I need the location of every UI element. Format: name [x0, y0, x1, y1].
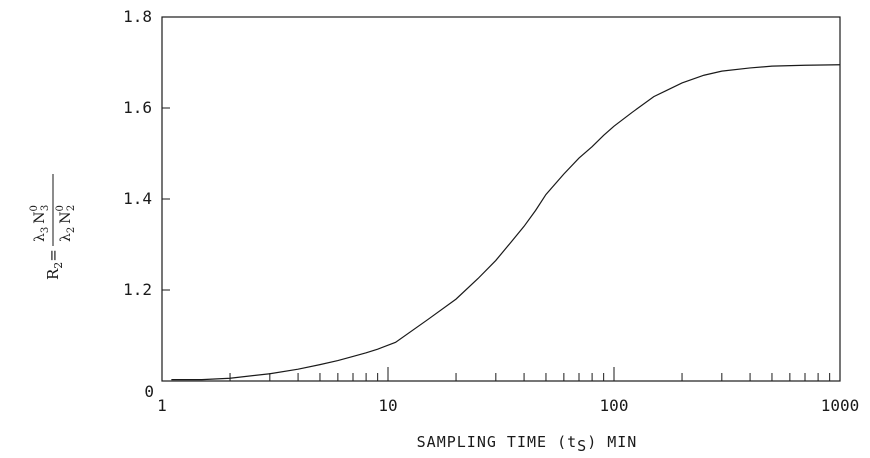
x-axis-label-main: SAMPLING TIME (t	[417, 433, 578, 451]
y-tick-label: 1.2	[123, 280, 152, 299]
ratio-curve	[171, 64, 841, 381]
y-tick-label: 1.8	[123, 7, 152, 26]
x-tick-label: 1	[157, 396, 167, 415]
x-axis-label: SAMPLING TIME (tS) MIN	[417, 433, 638, 455]
y-tick-label: 0	[144, 382, 154, 401]
y-tick-label: 1.4	[123, 189, 152, 208]
y-label-num-n: N	[32, 212, 48, 224]
svg-text:λ2N02: λ2N02	[55, 205, 77, 242]
y-label-num-lambda: λ	[32, 233, 48, 242]
y-label-den-n-sub: 2	[66, 205, 77, 211]
y-label-num-n-sub: 3	[40, 205, 51, 211]
y-label-lhs: R	[44, 268, 62, 280]
tick-labels: 1 10 100 1000 0 1.2 1.4 1.6 1.8	[123, 7, 859, 415]
y-label-den-n: N	[58, 212, 74, 224]
y-label-den-lambda: λ	[58, 233, 74, 242]
x-tick-label: 1000	[821, 396, 860, 415]
y-label-num-n-sup: 0	[29, 205, 40, 211]
x-tick-label: 100	[600, 396, 629, 415]
svg-text:λ3N03: λ3N03	[29, 205, 51, 242]
x-tick-label: 10	[378, 396, 397, 415]
y-axis-label: R2= λ3N03 λ2N02	[29, 174, 77, 280]
y-label-den-lambda-sub: 2	[66, 227, 77, 233]
tick-marks	[162, 107, 831, 381]
x-axis-label-tail: ) MIN	[587, 433, 637, 451]
y-label-eq: =	[44, 249, 62, 262]
y-label-den-n-sup: 0	[55, 205, 66, 211]
plot-frame	[161, 16, 841, 382]
y-tick-label: 1.6	[123, 98, 152, 117]
y-label-lhs-sub: 2	[52, 262, 65, 269]
svg-text:R2=: R2=	[44, 249, 65, 280]
x-axis-label-sub: S	[577, 437, 587, 455]
y-label-num-lambda-sub: 3	[40, 227, 51, 233]
